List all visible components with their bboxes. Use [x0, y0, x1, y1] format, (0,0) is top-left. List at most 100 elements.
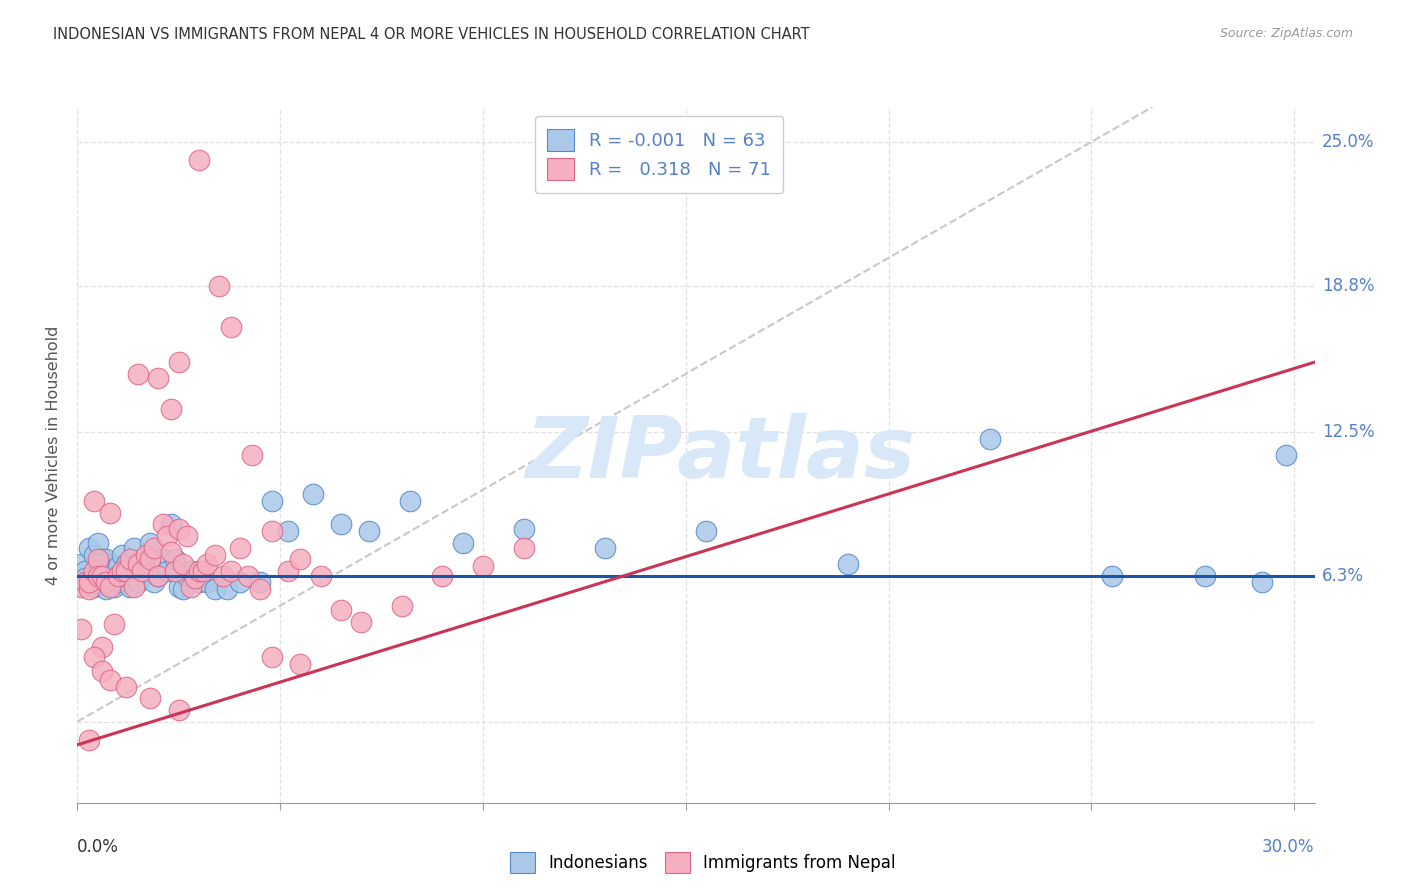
Point — [330, 603, 353, 617]
Point — [512, 541, 534, 555]
Point — [277, 564, 299, 578]
Text: 25.0%: 25.0% — [1322, 133, 1374, 151]
Point — [176, 529, 198, 543]
Point — [135, 548, 157, 562]
Point — [301, 487, 323, 501]
Point — [155, 564, 177, 578]
Point — [176, 568, 198, 582]
Point — [152, 552, 174, 566]
Point — [143, 575, 166, 590]
Point — [188, 153, 211, 168]
Point — [90, 568, 112, 582]
Point — [172, 582, 194, 597]
Point — [83, 548, 105, 562]
Point — [155, 529, 177, 543]
Point — [98, 564, 121, 578]
Point — [159, 517, 181, 532]
Point — [1101, 568, 1123, 582]
Point — [260, 649, 283, 664]
Point — [120, 580, 142, 594]
Point — [593, 541, 616, 555]
Point — [115, 680, 138, 694]
Point — [135, 564, 157, 578]
Point — [79, 541, 101, 555]
Point — [1275, 448, 1298, 462]
Point — [90, 640, 112, 655]
Point — [94, 552, 117, 566]
Point — [79, 575, 101, 590]
Point — [98, 575, 121, 590]
Point — [152, 517, 174, 532]
Point — [148, 568, 170, 582]
Legend: R = -0.001   N = 63, R =   0.318   N = 71: R = -0.001 N = 63, R = 0.318 N = 71 — [534, 116, 783, 193]
Point — [83, 649, 105, 664]
Point — [86, 536, 108, 550]
Point — [208, 278, 231, 293]
Point — [86, 557, 108, 571]
Point — [98, 580, 121, 594]
Point — [236, 568, 259, 582]
Point — [260, 524, 283, 539]
Point — [195, 575, 218, 590]
Point — [90, 575, 112, 590]
Point — [309, 568, 332, 582]
Point — [167, 522, 190, 536]
Point — [188, 575, 211, 590]
Point — [111, 548, 134, 562]
Point — [115, 564, 138, 578]
Point — [98, 673, 121, 687]
Point — [148, 371, 170, 385]
Point — [217, 582, 239, 597]
Point — [79, 582, 101, 597]
Point — [188, 564, 211, 578]
Point — [191, 564, 214, 578]
Point — [290, 552, 312, 566]
Text: 30.0%: 30.0% — [1263, 838, 1315, 856]
Point — [695, 524, 717, 539]
Point — [127, 367, 149, 381]
Point — [120, 552, 142, 566]
Point — [290, 657, 312, 671]
Text: 0.0%: 0.0% — [77, 838, 120, 856]
Point — [94, 575, 117, 590]
Point — [122, 580, 145, 594]
Point — [83, 494, 105, 508]
Point — [90, 664, 112, 678]
Point — [127, 575, 149, 590]
Point — [184, 571, 207, 585]
Point — [163, 552, 186, 566]
Point — [391, 599, 413, 613]
Point — [131, 564, 153, 578]
Point — [83, 564, 105, 578]
Text: 6.3%: 6.3% — [1322, 566, 1364, 584]
Point — [350, 615, 373, 629]
Point — [195, 557, 218, 571]
Point — [260, 494, 283, 508]
Point — [330, 517, 353, 532]
Point — [228, 575, 250, 590]
Point — [249, 582, 271, 597]
Point — [359, 524, 381, 539]
Point — [75, 571, 97, 585]
Point — [79, 575, 101, 590]
Point — [120, 571, 142, 585]
Point — [79, 733, 101, 747]
Point — [399, 494, 422, 508]
Point — [204, 548, 226, 562]
Point — [94, 582, 117, 597]
Point — [139, 691, 162, 706]
Point — [979, 432, 1001, 446]
Point — [139, 536, 162, 550]
Point — [75, 575, 97, 590]
Point — [103, 580, 125, 594]
Point — [249, 575, 271, 590]
Point — [70, 580, 93, 594]
Point — [221, 564, 243, 578]
Point — [240, 448, 263, 462]
Text: INDONESIAN VS IMMIGRANTS FROM NEPAL 4 OR MORE VEHICLES IN HOUSEHOLD CORRELATION : INDONESIAN VS IMMIGRANTS FROM NEPAL 4 OR… — [53, 27, 810, 42]
Point — [472, 559, 495, 574]
Point — [159, 545, 181, 559]
Point — [1194, 568, 1216, 582]
Point — [107, 568, 129, 582]
Text: 18.8%: 18.8% — [1322, 277, 1374, 294]
